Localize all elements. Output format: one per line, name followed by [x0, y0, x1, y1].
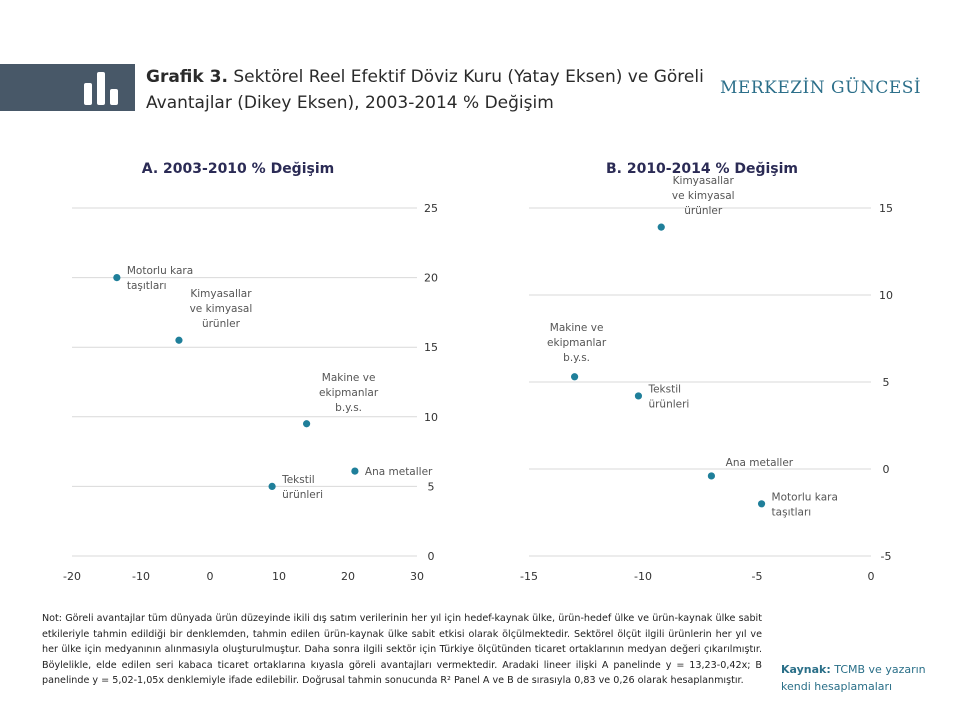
x-tick-label: -15	[520, 570, 538, 583]
point-label: Motorlu kara taşıtları	[127, 265, 193, 292]
point-label-line: Ana metaller	[726, 457, 794, 469]
y-tick-label: 25	[424, 202, 438, 215]
point-label-line: b.y.s.	[563, 352, 590, 364]
data-point	[757, 500, 766, 508]
point-label-line: Kimyasallar	[673, 175, 735, 187]
y-tick-label: 10	[424, 411, 438, 424]
x-tick-label: -10	[634, 570, 652, 583]
x-tick-label: 20	[341, 570, 355, 583]
title-text: Sektörel Reel Efektif Döviz Kuru (Yatay …	[146, 67, 704, 113]
x-tick-label: -5	[752, 570, 763, 583]
source-label: Kaynak:	[781, 663, 831, 676]
data-point	[351, 467, 359, 475]
data-point	[571, 373, 579, 381]
point-label: Makine ve ekipmanlar b.y.s.	[319, 372, 379, 414]
point-label-line: Tekstil	[647, 383, 681, 395]
x-tick-label: 0	[868, 570, 875, 583]
source-note: Kaynak: TCMB ve yazarın kendi hesaplamal…	[781, 661, 951, 695]
point-label-line: Tekstil	[281, 474, 315, 486]
data-point	[707, 472, 716, 480]
point-label-line: ve kimyasal	[190, 303, 253, 315]
x-tick-label: -10	[132, 570, 150, 583]
y-tick-label: 5	[428, 480, 435, 493]
point-label-line: ekipmanlar	[319, 387, 379, 399]
point-label: Kimyasallar ve kimyasal ürünler	[190, 288, 253, 330]
data-point	[268, 482, 276, 490]
bar-chart-icon	[84, 72, 118, 105]
point-label: Tekstil ürünleri	[647, 383, 689, 410]
point-label-line: Motorlu kara	[772, 491, 838, 503]
y-tick-label: 15	[424, 341, 438, 354]
point-label-line: Motorlu kara	[127, 265, 193, 277]
x-tick-label: -20	[63, 570, 81, 583]
point-label-line: ürünler	[202, 318, 241, 330]
y-tick-label: 20	[424, 272, 438, 285]
point-label-line: taşıtları	[772, 506, 812, 518]
title-lead: Grafik 3.	[146, 67, 228, 87]
point-label: Motorlu kara taşıtları	[772, 491, 838, 518]
y-tick-label: -5	[881, 550, 892, 563]
data-point	[657, 223, 665, 231]
point-label-line: ve kimyasal	[672, 190, 735, 202]
point-label-line: taşıtları	[127, 280, 167, 292]
point-label: Tekstil ürünleri	[281, 474, 323, 501]
panel-a: A. 2003-2010 % Değişim 0 5 10 15 20 25 -20 -10 0 1…	[63, 161, 438, 583]
panel-b: B. 2010-2014 % Değişim -5 0 5 10 15 -15 -10 -5 0 K…	[520, 161, 893, 583]
y-tick-label: 10	[879, 289, 893, 302]
x-tick-label: 30	[410, 570, 424, 583]
point-label-line: Makine ve	[322, 372, 376, 384]
point-label: Ana metaller	[726, 457, 794, 469]
point-label: Makine ve ekipmanlar b.y.s.	[547, 322, 607, 364]
point-label-line: Ana metaller	[365, 466, 433, 478]
data-point	[634, 392, 643, 400]
y-tick-label: 5	[883, 376, 890, 389]
point-label-line: ürünleri	[648, 398, 689, 410]
data-point	[113, 274, 121, 282]
panel-title: A. 2003-2010 % Değişim	[142, 161, 334, 177]
y-tick-label: 15	[879, 202, 893, 215]
scatter-panels: A. 2003-2010 % Değişim 0 5 10 15 20 25 -20 -10 0 1…	[63, 161, 893, 583]
logo-bar	[0, 64, 135, 111]
panel-title: B. 2010-2014 % Değişim	[606, 161, 798, 177]
data-point	[175, 336, 183, 344]
x-tick-label: 0	[207, 570, 214, 583]
point-label: Ana metaller	[365, 466, 433, 478]
point-label: Kimyasallar ve kimyasal ürünler	[672, 175, 735, 217]
point-label-line: b.y.s.	[335, 402, 362, 414]
point-label-line: ürünler	[684, 205, 723, 217]
point-label-line: ekipmanlar	[547, 337, 607, 349]
point-label-line: Kimyasallar	[190, 288, 252, 300]
brand-logo-text: MERKEZİN GÜNCESİ	[720, 78, 922, 98]
y-tick-label: 0	[883, 463, 890, 476]
x-tick-label: 10	[272, 570, 286, 583]
y-tick-label: 0	[428, 550, 435, 563]
footnote: Not: Göreli avantajlar tüm dünyada ürün …	[42, 613, 762, 686]
chart-title: Grafik 3. Sektörel Reel Efektif Döviz Ku…	[146, 64, 706, 116]
point-label-line: ürünleri	[282, 489, 323, 501]
data-point	[303, 420, 311, 428]
point-label-line: Makine ve	[550, 322, 604, 334]
source-text: TCMB ve yazarın kendi hesaplamaları	[781, 663, 926, 693]
